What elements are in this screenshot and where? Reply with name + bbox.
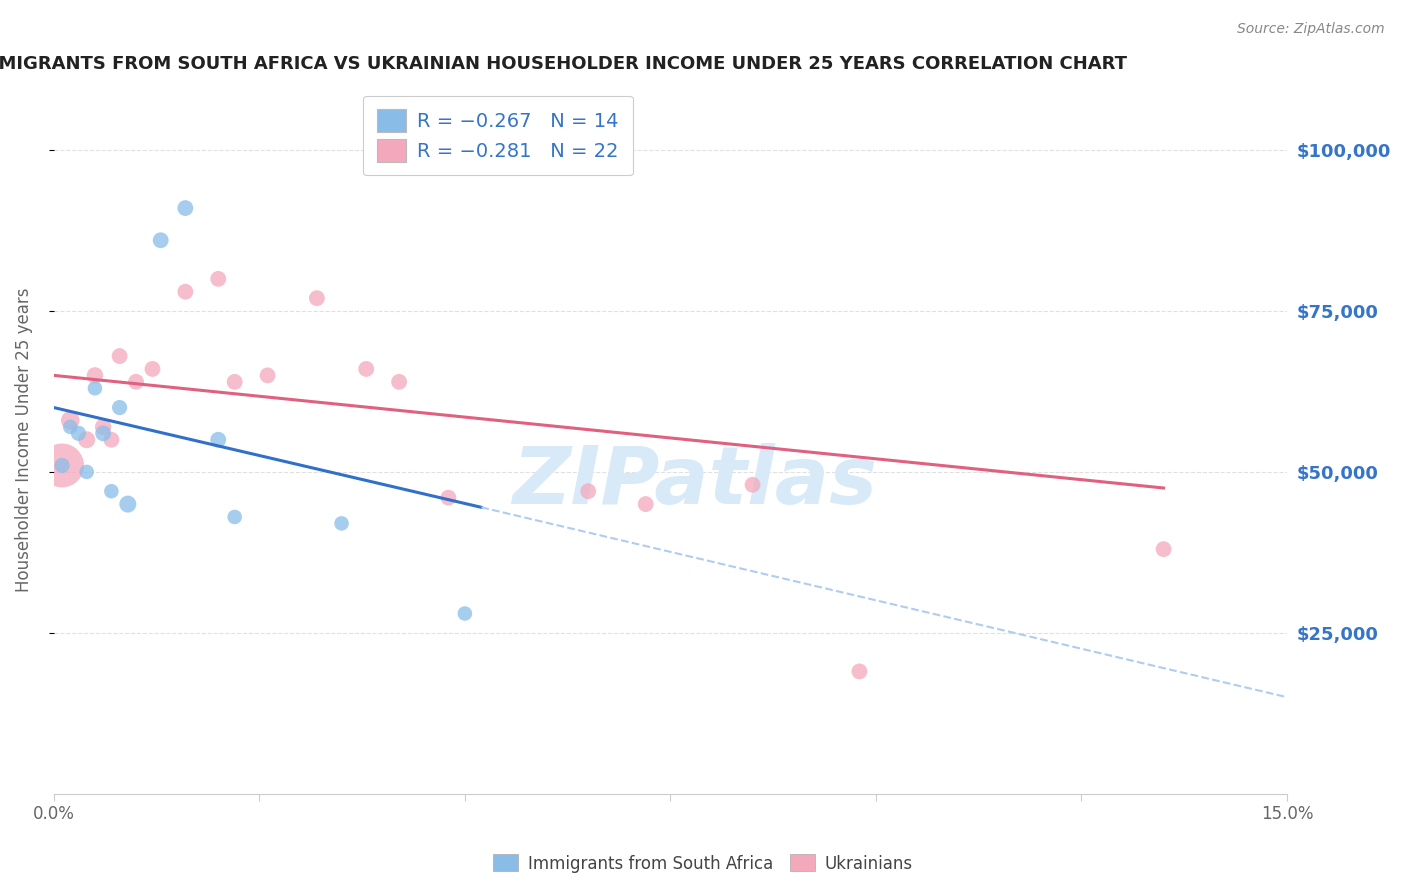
Point [330, 516, 353, 531]
Point [848, 665, 870, 679]
Text: ZIPatlas: ZIPatlas [513, 443, 877, 521]
Point [51, 458, 73, 473]
Point [174, 201, 197, 215]
Text: Source: ZipAtlas.com: Source: ZipAtlas.com [1237, 22, 1385, 37]
Point [76, 465, 98, 479]
Point [388, 375, 411, 389]
Point [207, 433, 229, 447]
Point [354, 362, 377, 376]
Point [141, 362, 163, 376]
Point [174, 285, 197, 299]
Point [100, 433, 122, 447]
Point [454, 607, 477, 621]
Point [108, 401, 131, 415]
Point [634, 497, 657, 511]
Point [256, 368, 278, 383]
Point [305, 291, 328, 305]
Point [84, 381, 107, 395]
Point [117, 497, 139, 511]
Point [76, 433, 98, 447]
Y-axis label: Householder Income Under 25 years: Householder Income Under 25 years [15, 287, 32, 592]
Point [437, 491, 460, 505]
Point [84, 368, 107, 383]
Point [67, 426, 90, 441]
Point [108, 349, 131, 363]
Point [125, 375, 148, 389]
Point [59, 420, 82, 434]
Point [1153, 542, 1175, 557]
Point [149, 233, 172, 247]
Point [224, 375, 246, 389]
Legend: R = −0.267   N = 14, R = −0.281   N = 22: R = −0.267 N = 14, R = −0.281 N = 22 [363, 95, 633, 176]
Point [224, 510, 246, 524]
Point [741, 477, 763, 491]
Point [59, 413, 82, 427]
Point [576, 484, 599, 499]
Point [51, 458, 73, 473]
Point [91, 426, 114, 441]
Point [207, 272, 229, 286]
Point [100, 484, 122, 499]
Legend: Immigrants from South Africa, Ukrainians: Immigrants from South Africa, Ukrainians [486, 847, 920, 880]
Point [91, 420, 114, 434]
Text: IMMIGRANTS FROM SOUTH AFRICA VS UKRAINIAN HOUSEHOLDER INCOME UNDER 25 YEARS CORR: IMMIGRANTS FROM SOUTH AFRICA VS UKRAINIA… [0, 55, 1126, 73]
